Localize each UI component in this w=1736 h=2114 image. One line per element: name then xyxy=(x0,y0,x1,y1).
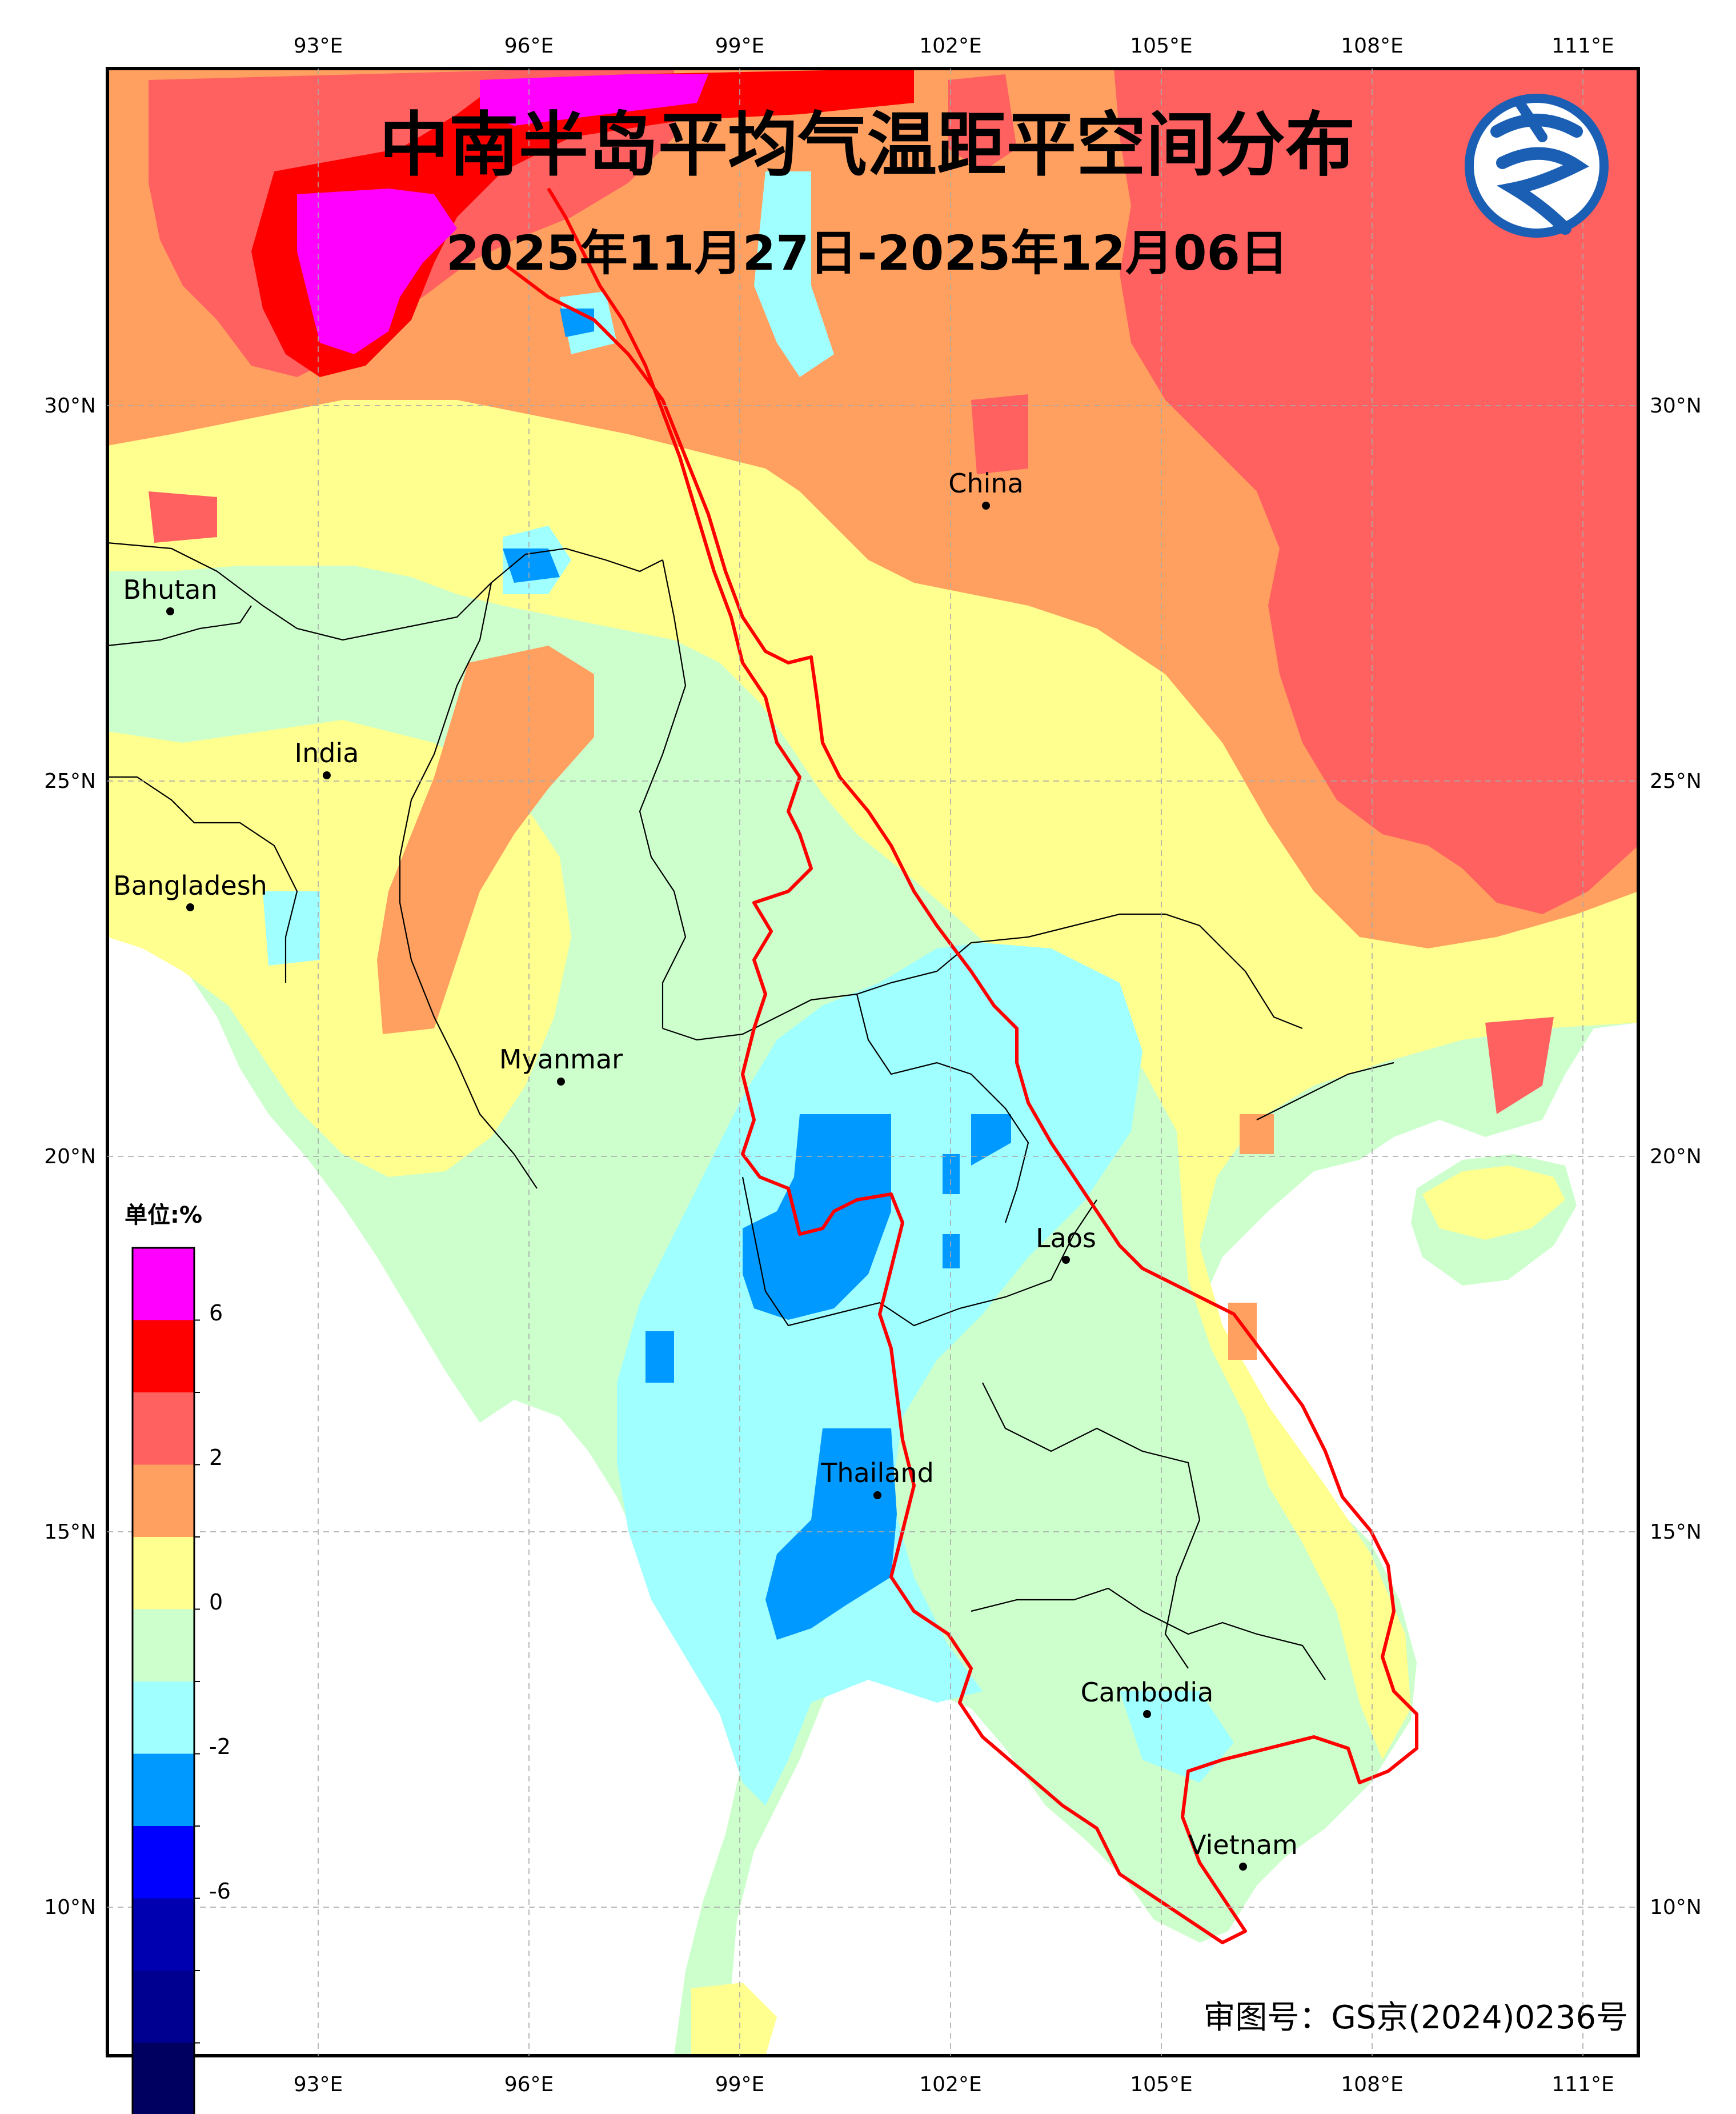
lat-tick-label: 15°N xyxy=(44,1520,96,1544)
graticule xyxy=(107,69,1638,2056)
place-label-india: India xyxy=(295,738,359,768)
lon-tick-label: 111°E xyxy=(1551,2073,1614,2096)
colorbar-swatch xyxy=(133,1392,194,1465)
legend-label: -2 xyxy=(209,1734,231,1759)
place-label-bangladesh: Bangladesh xyxy=(113,870,267,901)
lat-tick-label: 25°N xyxy=(44,770,96,793)
colorbar-swatch xyxy=(133,1609,194,1681)
colorbar xyxy=(131,1247,200,2114)
legend: 单位:% 6 2 0 -2 -6 xyxy=(125,1202,231,2114)
field-red xyxy=(251,69,914,377)
lon-tick-label: 111°E xyxy=(1551,34,1614,58)
lon-ticks-bottom: 93°E 96°E 99°E 102°E 105°E 108°E 111°E xyxy=(294,2073,1614,2096)
place-dot xyxy=(166,607,174,615)
place-dot xyxy=(873,1491,881,1499)
field-orange-myanmar xyxy=(377,646,594,1034)
place-label-cambodia: Cambodia xyxy=(1081,1677,1214,1708)
lat-tick-label: 10°N xyxy=(1650,1896,1702,1919)
lon-tick-label: 102°E xyxy=(919,34,981,58)
field-magenta xyxy=(297,74,708,354)
lon-tick-label: 108°E xyxy=(1341,34,1403,58)
colorbar-swatch xyxy=(133,1464,194,1537)
lat-tick-label: 20°N xyxy=(1650,1145,1702,1168)
field-yellow-south xyxy=(691,1983,777,2056)
legend-label: -6 xyxy=(209,1879,231,1904)
lon-tick-label: 102°E xyxy=(919,2073,981,2096)
lat-tick-label: 10°N xyxy=(44,1896,96,1919)
place-label-laos: Laos xyxy=(1036,1223,1096,1254)
lon-tick-label: 99°E xyxy=(715,2073,765,2096)
legend-label: 0 xyxy=(209,1589,223,1615)
colorbar-border xyxy=(131,1247,195,2114)
legend-label: 6 xyxy=(209,1300,223,1326)
lon-tick-label: 99°E xyxy=(715,34,765,58)
lon-tick-label: 93°E xyxy=(294,34,343,58)
lon-ticks-top: 93°E 96°E 99°E 102°E 105°E 108°E 111°E xyxy=(294,34,1614,58)
place-label-thailand: Thailand xyxy=(820,1458,934,1488)
place-dot xyxy=(1143,1710,1151,1718)
colorbar-swatch xyxy=(133,1681,194,1754)
map-title: 中南半岛平均气温距平空间分布 xyxy=(379,105,1355,186)
lon-tick-label: 105°E xyxy=(1130,34,1192,58)
lat-tick-label: 25°N xyxy=(1650,770,1702,793)
place-dot xyxy=(186,903,194,911)
lat-tick-label: 30°N xyxy=(1650,394,1702,418)
country-borders xyxy=(107,542,1394,1680)
anomaly-field xyxy=(107,69,1638,2056)
lat-tick-label: 20°N xyxy=(44,1145,96,1168)
place-label-china: China xyxy=(948,468,1023,499)
place-label-bhutan: Bhutan xyxy=(123,574,217,605)
place-dot xyxy=(557,1078,565,1086)
place-dot xyxy=(982,502,990,510)
field-orange-coast xyxy=(1228,1114,1274,1360)
map-subtitle: 2025年11月27日-2025年12月06日 xyxy=(446,225,1288,281)
colorbar-swatch xyxy=(133,1898,194,1971)
lat-ticks-right: 30°N 25°N 20°N 15°N 10°N xyxy=(1650,394,1702,1919)
approval-number: 审图号：GS京(2024)0236号 xyxy=(1203,1999,1628,2036)
field-yellow-hainan xyxy=(1422,1166,1565,1240)
lon-tick-label: 96°E xyxy=(504,2073,554,2096)
lat-tick-label: 15°N xyxy=(1650,1520,1702,1544)
place-labels: China Bhutan India Bangladesh Myanmar La… xyxy=(113,468,1298,1871)
colorbar-swatch xyxy=(133,1826,194,1899)
field-lightred-east xyxy=(1114,69,1638,914)
colorbar-swatch xyxy=(133,2043,194,2114)
colorbar-swatch xyxy=(133,1248,194,1320)
colorbar-swatch xyxy=(133,1537,194,1609)
lon-tick-label: 108°E xyxy=(1341,2073,1403,2096)
legend-unit: 单位:% xyxy=(125,1202,202,1228)
place-label-myanmar: Myanmar xyxy=(499,1044,623,1075)
place-dot xyxy=(1239,1863,1247,1871)
colorbar-swatch xyxy=(133,1320,194,1392)
field-lightcyan xyxy=(617,943,1142,1805)
colorbar-swatch xyxy=(133,1753,194,1826)
lon-tick-label: 93°E xyxy=(294,2073,343,2096)
map-frame xyxy=(106,67,1640,2057)
colorbar-swatch xyxy=(133,1971,194,2043)
place-label-vietnam: Vietnam xyxy=(1188,1829,1298,1860)
place-dot xyxy=(323,771,331,779)
lon-tick-label: 105°E xyxy=(1130,2073,1192,2096)
lon-tick-label: 96°E xyxy=(504,34,554,58)
lat-ticks-left: 30°N 25°N 20°N 15°N 10°N xyxy=(44,394,96,1919)
cma-climate-logo-icon xyxy=(1465,94,1609,238)
mekong-basin-boundary xyxy=(502,187,1418,1944)
place-dot xyxy=(1062,1256,1070,1264)
lat-tick-label: 30°N xyxy=(44,394,96,418)
legend-label: 2 xyxy=(209,1445,223,1470)
